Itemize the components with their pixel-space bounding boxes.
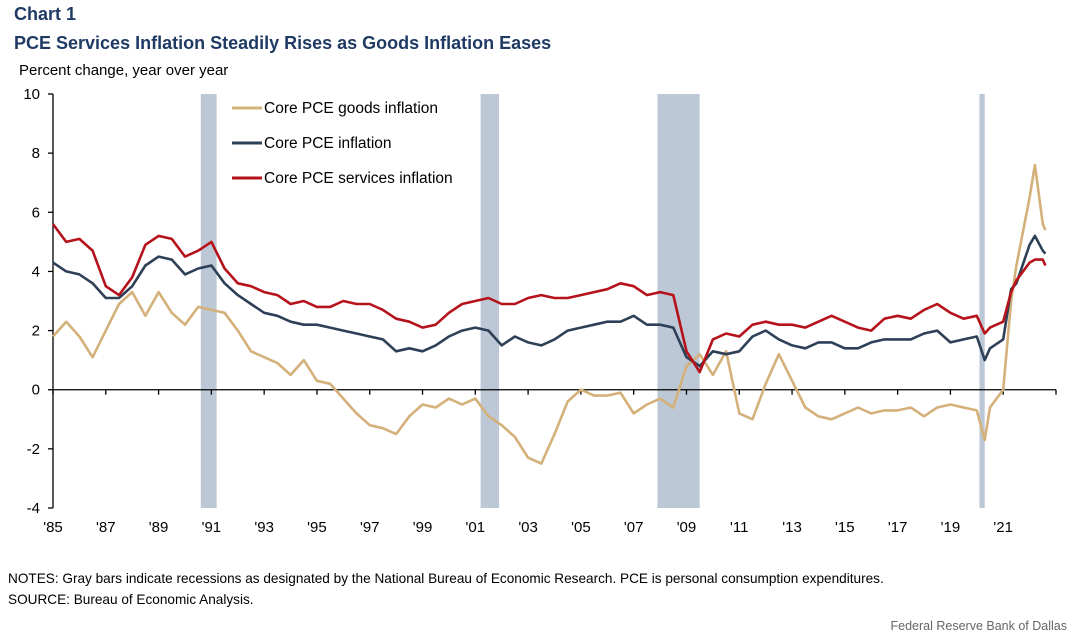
x-tick-label: '05	[571, 519, 591, 536]
chart-number: Chart 1	[14, 4, 77, 24]
legend: Core PCE goods inflation Core PCE inflati…	[222, 94, 480, 196]
series-lines	[51, 163, 1047, 465]
legend-background	[222, 94, 480, 196]
x-tick-label: '15	[835, 519, 855, 536]
x-tick-label: '99	[413, 519, 433, 536]
credit-text: Federal Reserve Bank of Dallas	[890, 619, 1067, 633]
x-tick-label: '95	[307, 519, 327, 536]
recession-bar	[480, 94, 500, 508]
y-axis-unit-label: Percent change, year over year	[19, 62, 229, 79]
y-tick-label: -2	[27, 441, 40, 458]
x-tick-label: '13	[782, 519, 802, 536]
line-chart: 10 8 6 4 2 0 -2 -4'85 '87 '89 '91 '93 '95 '97 '99 '01 '0…	[23, 86, 1057, 536]
x-tick-label: '87	[96, 519, 116, 536]
axes: 10 8 6 4 2 0 -2 -4'85 '87 '89 '91 '93 '95 '97 '99 '01 '0…	[23, 86, 1057, 536]
x-tick-label: '97	[360, 519, 380, 536]
x-tick-label: '11	[730, 519, 748, 536]
recession-bars	[200, 94, 985, 508]
x-tick-label: '85	[43, 519, 63, 536]
x-tick-label: '17	[888, 519, 908, 536]
x-tick-label: '07	[624, 519, 644, 536]
y-tick-label: 10	[23, 86, 40, 103]
x-tick-label: '89	[149, 519, 169, 536]
chart-title: PCE Services Inflation Steadily Rises as…	[14, 33, 552, 53]
y-tick-label: 2	[32, 323, 40, 340]
y-tick-label: 0	[32, 382, 40, 399]
x-tick-label: '09	[677, 519, 697, 536]
y-tick-label: 6	[32, 204, 40, 221]
series-line-0	[52, 163, 1047, 465]
legend-label: Core PCE inflation	[264, 135, 392, 152]
series-line-2	[51, 223, 1047, 374]
y-tick-label: 8	[32, 145, 40, 162]
x-tick-label: '19	[941, 519, 961, 536]
y-tick-label: -4	[27, 500, 40, 517]
notes-block: NOTES: Gray bars indicate recessions as …	[8, 568, 884, 610]
series-line-1	[52, 234, 1047, 368]
recession-bar	[979, 94, 985, 508]
x-tick-label: '01	[466, 519, 486, 536]
x-tick-label: '91	[202, 519, 222, 536]
recession-bar	[200, 94, 217, 508]
source-text: SOURCE: Bureau of Economic Analysis.	[8, 592, 254, 607]
legend-label: Core PCE services inflation	[264, 170, 453, 187]
recession-bar	[657, 94, 700, 508]
x-tick-label: '21	[993, 519, 1013, 536]
x-tick-label: '03	[518, 519, 538, 536]
notes-text: NOTES: Gray bars indicate recessions as …	[8, 571, 884, 586]
legend-label: Core PCE goods inflation	[264, 100, 438, 117]
x-tick-label: '93	[254, 519, 274, 536]
y-tick-label: 4	[32, 263, 40, 280]
